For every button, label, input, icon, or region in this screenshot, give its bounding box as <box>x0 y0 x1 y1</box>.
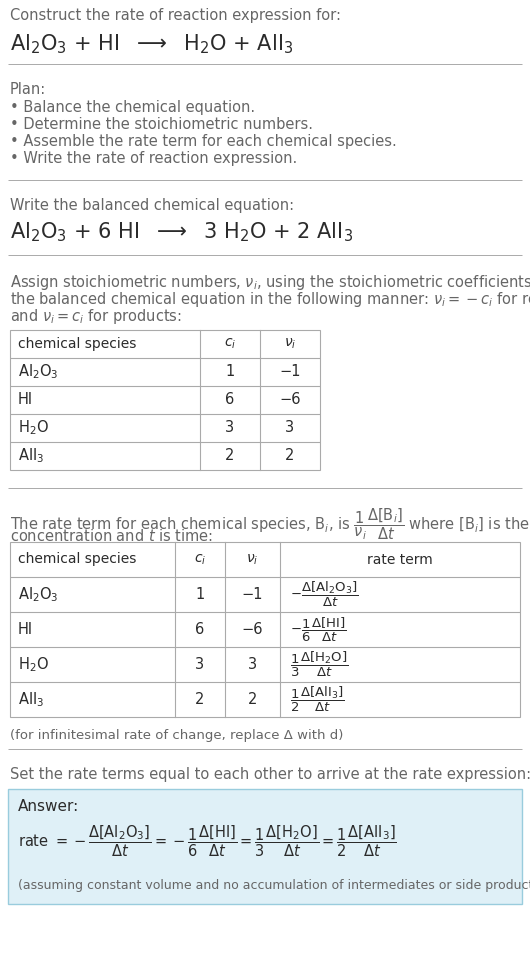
Text: 6: 6 <box>225 392 235 408</box>
Text: Al$_2$O$_3$ + HI  $\longrightarrow$  H$_2$O + AlI$_3$: Al$_2$O$_3$ + HI $\longrightarrow$ H$_2$… <box>10 32 294 56</box>
Text: H$_2$O: H$_2$O <box>18 655 49 673</box>
Text: $\nu_i$: $\nu_i$ <box>284 337 296 351</box>
Text: 2: 2 <box>225 449 235 464</box>
Text: HI: HI <box>18 622 33 637</box>
Text: $\dfrac{1}{3}\dfrac{\Delta[\mathrm{H_2O}]}{\Delta t}$: $\dfrac{1}{3}\dfrac{\Delta[\mathrm{H_2O}… <box>290 650 348 679</box>
Text: 2: 2 <box>196 692 205 707</box>
Text: 2: 2 <box>285 449 295 464</box>
Text: rate $= -\dfrac{\Delta[\mathrm{Al_2O_3}]}{\Delta t} = -\dfrac{1}{6}\dfrac{\Delta: rate $= -\dfrac{\Delta[\mathrm{Al_2O_3}]… <box>18 823 397 859</box>
Text: • Write the rate of reaction expression.: • Write the rate of reaction expression. <box>10 151 297 166</box>
Text: 3: 3 <box>196 657 205 672</box>
Text: $c_i$: $c_i$ <box>224 337 236 351</box>
FancyBboxPatch shape <box>8 789 522 904</box>
Text: Set the rate terms equal to each other to arrive at the rate expression:: Set the rate terms equal to each other t… <box>10 767 530 782</box>
Text: AlI$_3$: AlI$_3$ <box>18 690 44 709</box>
Bar <box>10 330 320 470</box>
Text: −6: −6 <box>242 622 263 637</box>
Text: rate term: rate term <box>367 552 433 566</box>
Text: 1: 1 <box>196 587 205 602</box>
Text: $c_i$: $c_i$ <box>194 552 206 567</box>
Text: 3: 3 <box>248 657 257 672</box>
Text: and $\nu_i = c_i$ for products:: and $\nu_i = c_i$ for products: <box>10 307 182 326</box>
Text: the balanced chemical equation in the following manner: $\nu_i = -c_i$ for react: the balanced chemical equation in the fo… <box>10 290 530 309</box>
Text: Write the balanced chemical equation:: Write the balanced chemical equation: <box>10 198 294 213</box>
Text: 6: 6 <box>196 622 205 637</box>
Text: Al$_2$O$_3$: Al$_2$O$_3$ <box>18 586 58 604</box>
Text: concentration and $t$ is time:: concentration and $t$ is time: <box>10 528 213 544</box>
Text: $\dfrac{1}{2}\dfrac{\Delta[\mathrm{AlI_3}]}{\Delta t}$: $\dfrac{1}{2}\dfrac{\Delta[\mathrm{AlI_3… <box>290 685 344 714</box>
Text: $-\dfrac{\Delta[\mathrm{Al_2O_3}]}{\Delta t}$: $-\dfrac{\Delta[\mathrm{Al_2O_3}]}{\Delt… <box>290 580 358 609</box>
Text: • Determine the stoichiometric numbers.: • Determine the stoichiometric numbers. <box>10 117 313 132</box>
Text: HI: HI <box>18 392 33 408</box>
Bar <box>10 542 520 717</box>
Text: • Balance the chemical equation.: • Balance the chemical equation. <box>10 100 255 115</box>
Text: The rate term for each chemical species, B$_i$, is $\dfrac{1}{\nu_i}\dfrac{\Delt: The rate term for each chemical species,… <box>10 506 530 542</box>
Text: (for infinitesimal rate of change, replace Δ with d): (for infinitesimal rate of change, repla… <box>10 729 343 742</box>
Text: 2: 2 <box>248 692 257 707</box>
Text: 1: 1 <box>225 364 235 380</box>
Text: −1: −1 <box>279 364 301 380</box>
Text: H$_2$O: H$_2$O <box>18 419 49 437</box>
Text: $-\dfrac{1}{6}\dfrac{\Delta[\mathrm{HI}]}{\Delta t}$: $-\dfrac{1}{6}\dfrac{\Delta[\mathrm{HI}]… <box>290 616 347 643</box>
Text: Al$_2$O$_3$ + 6 HI  $\longrightarrow$  3 H$_2$O + 2 AlI$_3$: Al$_2$O$_3$ + 6 HI $\longrightarrow$ 3 H… <box>10 220 353 244</box>
Text: • Assemble the rate term for each chemical species.: • Assemble the rate term for each chemic… <box>10 134 397 149</box>
Text: Construct the rate of reaction expression for:: Construct the rate of reaction expressio… <box>10 8 341 23</box>
Text: $\nu_i$: $\nu_i$ <box>246 552 259 567</box>
Text: AlI$_3$: AlI$_3$ <box>18 447 44 466</box>
Text: 3: 3 <box>225 421 235 435</box>
Text: Al$_2$O$_3$: Al$_2$O$_3$ <box>18 363 58 382</box>
Text: 3: 3 <box>286 421 295 435</box>
Text: Plan:: Plan: <box>10 82 46 97</box>
Text: −6: −6 <box>279 392 301 408</box>
Text: Assign stoichiometric numbers, $\nu_i$, using the stoichiometric coefficients, $: Assign stoichiometric numbers, $\nu_i$, … <box>10 273 530 292</box>
Text: −1: −1 <box>242 587 263 602</box>
Text: Answer:: Answer: <box>18 799 80 814</box>
Text: (assuming constant volume and no accumulation of intermediates or side products): (assuming constant volume and no accumul… <box>18 879 530 892</box>
Text: chemical species: chemical species <box>18 337 136 351</box>
Text: chemical species: chemical species <box>18 552 136 566</box>
